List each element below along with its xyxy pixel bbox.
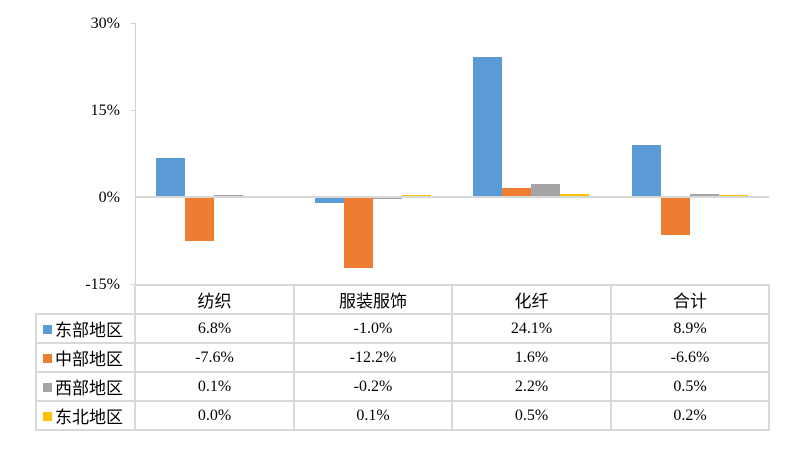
- y-tick-mark: [131, 110, 135, 111]
- table-cell: 0.5%: [610, 371, 770, 402]
- bar: [473, 57, 503, 197]
- table-cell: 0.1%: [134, 371, 295, 402]
- y-tick-label: 15%: [90, 102, 120, 119]
- table-cell: 0.0%: [134, 400, 295, 431]
- legend-swatch-icon: [43, 325, 52, 334]
- y-tick-label: 30%: [90, 15, 120, 32]
- legend-entry: 西部地区: [35, 371, 136, 402]
- table-row: 中部地区 -7.6% -12.2% 1.6% -6.6%: [35, 342, 770, 373]
- bar: [631, 145, 661, 197]
- bar: [156, 157, 186, 197]
- table-cell: 0.1%: [293, 400, 453, 431]
- bar: [185, 197, 215, 242]
- category-header: 合计: [610, 284, 770, 315]
- table-cell: 6.8%: [134, 313, 295, 344]
- table-cell: 0.2%: [610, 400, 770, 431]
- table-row: 东北地区 0.0% 0.1% 0.5% 0.2%: [35, 400, 770, 431]
- zero-baseline: [135, 196, 769, 198]
- table-cell: -6.6%: [610, 342, 770, 373]
- y-tick-mark: [131, 284, 135, 285]
- table-cell: -1.0%: [293, 313, 453, 344]
- bar: [372, 197, 402, 199]
- y-axis: [135, 23, 136, 284]
- table-cell: 2.2%: [451, 371, 612, 402]
- table-cell: -7.6%: [134, 342, 295, 373]
- table-cell: 24.1%: [451, 313, 612, 344]
- table-cell: -0.2%: [293, 371, 453, 402]
- table-row: 东部地区 6.8% -1.0% 24.1% 8.9%: [35, 313, 770, 344]
- bar: [531, 184, 561, 197]
- bar: [343, 197, 373, 268]
- table-corner: [36, 285, 136, 315]
- table-cell: 0.5%: [451, 400, 612, 431]
- bar: [560, 194, 590, 197]
- legend-entry: 东北地区: [35, 400, 136, 431]
- category-header: 服装服饰: [293, 284, 453, 315]
- series-name: 东部地区: [55, 321, 123, 341]
- table-header-row: 纺织 服装服饰 化纤 合计: [36, 284, 770, 315]
- table-cell: 1.6%: [451, 342, 612, 373]
- legend-entry: 东部地区: [35, 313, 136, 344]
- bar: [314, 197, 344, 203]
- table-cell: 8.9%: [610, 313, 770, 344]
- table-row: 西部地区 0.1% -0.2% 2.2% 0.5%: [35, 371, 770, 402]
- legend-swatch-icon: [43, 412, 52, 421]
- bar: [660, 197, 690, 236]
- legend-entry: 中部地区: [35, 342, 136, 373]
- category-header: 纺织: [134, 284, 295, 315]
- data-table: 纺织 服装服饰 化纤 合计 东部地区 6.8% -1.0% 24.1% 8.9%…: [35, 284, 770, 431]
- legend-swatch-icon: [43, 354, 52, 363]
- bar: [502, 187, 532, 197]
- y-tick-mark: [131, 23, 135, 24]
- series-name: 中部地区: [55, 350, 123, 370]
- bar: [689, 194, 719, 197]
- y-tick-label: 0%: [98, 189, 120, 206]
- category-header: 化纤: [451, 284, 612, 315]
- legend-swatch-icon: [43, 383, 52, 392]
- table-cell: -12.2%: [293, 342, 453, 373]
- series-name: 西部地区: [55, 379, 123, 399]
- series-name: 东北地区: [55, 408, 123, 428]
